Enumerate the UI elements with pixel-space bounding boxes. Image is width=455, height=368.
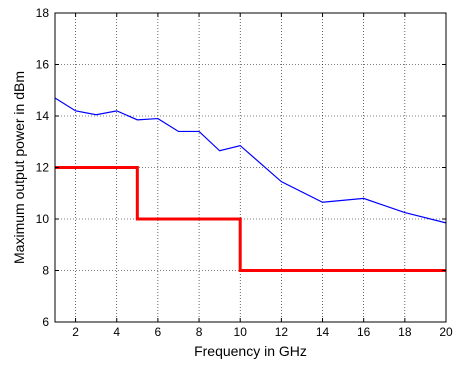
x-tick-label: 14 <box>316 325 330 339</box>
y-tick-label: 16 <box>36 58 50 72</box>
x-tick-label: 16 <box>357 325 371 339</box>
series-lines <box>54 97 447 272</box>
series-line-limit <box>55 166 446 272</box>
y-tick-label: 18 <box>36 6 50 20</box>
x-tick-label: 10 <box>234 325 248 339</box>
x-tick-label: 2 <box>72 325 79 339</box>
y-tick-label: 8 <box>42 264 49 278</box>
y-tick-label: 14 <box>36 109 50 123</box>
y-tick-label: 6 <box>42 315 49 329</box>
axis-ticks: 2 4 6 8 10 12 14 16 18 20 6 8 10 12 14 16 18 <box>36 6 453 339</box>
y-tick-label: 10 <box>36 212 50 226</box>
x-axis-label: Frequency in GHz <box>194 343 307 359</box>
x-tick-label: 20 <box>439 325 453 339</box>
x-tick-label: 12 <box>275 325 289 339</box>
x-tick-label: 6 <box>155 325 162 339</box>
y-axis-label: Maximum output power in dBm <box>11 71 27 264</box>
series-line-measured <box>54 97 447 224</box>
y-tick-label: 12 <box>36 161 50 175</box>
x-tick-label: 4 <box>113 325 120 339</box>
x-tick-label: 18 <box>398 325 412 339</box>
x-tick-label: 8 <box>196 325 203 339</box>
